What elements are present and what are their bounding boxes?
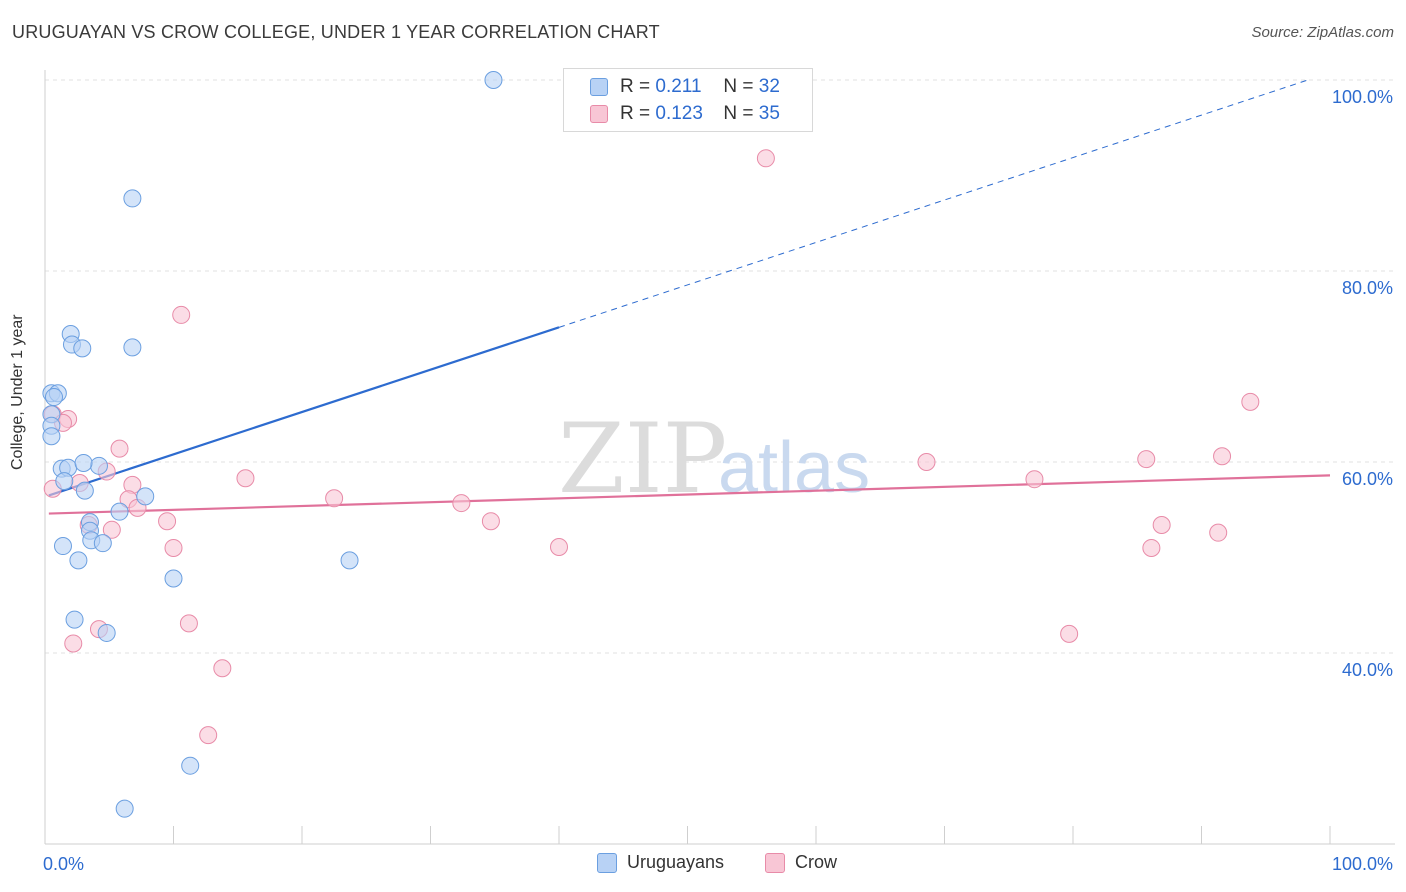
- point-crow: [213, 659, 232, 678]
- series-legend: Uruguayans Crow: [0, 852, 1406, 876]
- point-uruguayans: [340, 551, 359, 570]
- trend-line-uruguayans: [48, 326, 560, 497]
- point-crow: [1241, 392, 1260, 411]
- x-tick-label-max: 100.0%: [1332, 854, 1393, 874]
- legend-label-uruguayans: Uruguayans: [627, 852, 725, 872]
- correlation-legend: R = 0.211 N = 32 R = 0.123 N = 35: [563, 68, 813, 132]
- legend-swatch-blue: [590, 78, 608, 96]
- point-crow: [1213, 447, 1232, 466]
- point-crow: [1060, 624, 1079, 643]
- point-uruguayans: [53, 537, 72, 556]
- legend-item-uruguayans[interactable]: Uruguayans: [597, 852, 724, 873]
- legend-swatch-uruguayans: [597, 852, 617, 873]
- point-crow: [64, 634, 83, 653]
- point-uruguayans: [115, 799, 134, 818]
- point-uruguayans: [136, 487, 155, 506]
- point-crow: [550, 537, 568, 556]
- legend-row-uruguayans: R = 0.211 N = 32: [590, 75, 780, 99]
- point-uruguayans: [93, 534, 112, 553]
- x-tick-label-min: 0.0%: [43, 854, 84, 874]
- point-uruguayans: [123, 338, 142, 357]
- point-crow: [1209, 523, 1228, 542]
- trend-line-crow: [48, 474, 1331, 515]
- legend-row-crow: R = 0.123 N = 35: [590, 102, 780, 126]
- y-tick-label: 100.0%: [1332, 87, 1393, 107]
- point-crow: [1152, 516, 1171, 535]
- y-tick-label: 60.0%: [1342, 469, 1393, 489]
- point-crow: [172, 305, 191, 324]
- trend-lines: [48, 78, 1331, 515]
- point-uruguayans: [123, 189, 142, 208]
- point-crow: [325, 489, 344, 508]
- point-uruguayans: [484, 71, 503, 89]
- r-value: 0.211: [655, 76, 702, 97]
- y-axis-label: College, Under 1 year: [9, 314, 26, 470]
- tick-labels: 40.0% 60.0% 80.0% 100.0% 0.0% 100.0%: [43, 87, 1393, 874]
- legend-swatch-crow: [765, 852, 785, 873]
- point-crow: [110, 439, 129, 458]
- y-tick-label: 80.0%: [1342, 278, 1393, 298]
- point-crow: [452, 494, 471, 513]
- n-value: 32: [758, 76, 780, 97]
- point-crow: [199, 726, 218, 745]
- chart-title: URUGUAYAN VS CROW COLLEGE, UNDER 1 YEAR …: [12, 22, 660, 42]
- point-crow: [158, 512, 177, 531]
- n-label: N =: [723, 103, 754, 124]
- point-uruguayans: [164, 569, 183, 588]
- point-crow: [1142, 538, 1161, 557]
- point-crow: [102, 520, 121, 539]
- data-points: [42, 71, 1260, 818]
- y-tick-label: 40.0%: [1342, 660, 1393, 680]
- axes: [44, 70, 1395, 845]
- point-crow: [164, 538, 183, 557]
- point-uruguayans: [97, 623, 116, 642]
- legend-item-crow[interactable]: Crow: [765, 852, 837, 873]
- point-uruguayans: [55, 472, 74, 491]
- point-crow: [236, 469, 255, 488]
- n-value: 35: [758, 103, 780, 124]
- point-crow: [481, 512, 500, 531]
- point-uruguayans: [89, 456, 108, 475]
- watermark-atlas: atlas: [718, 428, 870, 508]
- point-crow: [1025, 470, 1044, 489]
- point-uruguayans: [74, 453, 93, 472]
- watermark: ZIP atlas: [558, 403, 870, 515]
- point-crow: [179, 614, 198, 633]
- grid-lines: [45, 79, 1395, 654]
- point-crow: [917, 453, 936, 471]
- point-uruguayans: [65, 610, 84, 629]
- point-uruguayans: [181, 756, 200, 775]
- point-crow: [756, 149, 775, 168]
- point-uruguayans: [44, 388, 63, 407]
- legend-swatch-pink: [590, 105, 608, 123]
- point-uruguayans: [110, 502, 129, 521]
- r-label: R =: [620, 76, 651, 97]
- n-label: N =: [723, 76, 754, 97]
- point-crow: [1137, 450, 1156, 469]
- r-value: 0.123: [655, 103, 703, 124]
- point-uruguayans: [69, 551, 88, 570]
- legend-label-crow: Crow: [795, 852, 838, 872]
- r-label: R =: [620, 103, 651, 124]
- point-uruguayans: [42, 427, 61, 446]
- point-uruguayans: [73, 339, 92, 358]
- source-label: Source: ZipAtlas.com: [1251, 24, 1394, 41]
- point-uruguayans: [75, 481, 94, 500]
